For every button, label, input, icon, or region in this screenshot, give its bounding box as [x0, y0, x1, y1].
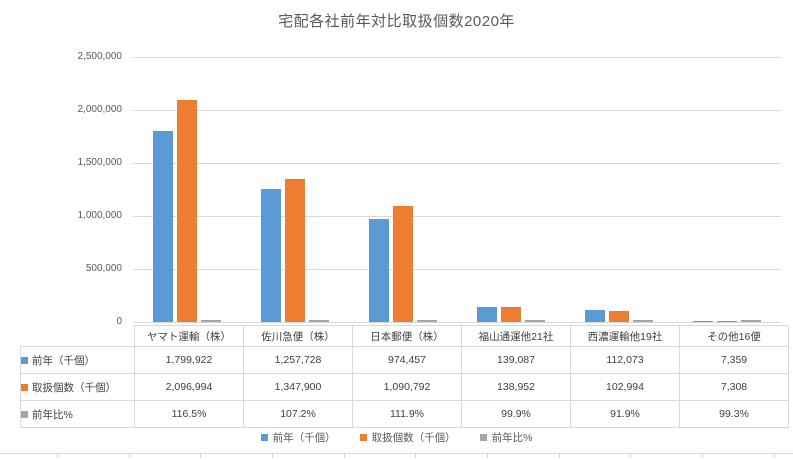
series-key-icon: [21, 411, 28, 418]
table-value-cell: 2,096,994: [134, 373, 244, 401]
worksheet-column-tick: [344, 454, 345, 458]
worksheet-column-tick: [272, 454, 273, 458]
table-value-cell: 107.2%: [243, 400, 353, 428]
legend-key-icon: [359, 434, 367, 441]
gridline: [133, 268, 781, 270]
table-value-cell: 116.5%: [134, 400, 244, 428]
worksheet-column-tick: [57, 454, 58, 458]
gridline: [133, 321, 781, 323]
y-axis-tick-label: 2,500,000: [77, 51, 123, 62]
y-axis-tick-label: 1,000,000: [77, 210, 123, 221]
table-row-label: 前年比%: [20, 400, 135, 428]
y-axis-tick-label: 1,500,000: [77, 157, 123, 168]
legend-label: 前年（千個）: [272, 432, 336, 444]
table-value-cell: 99.9%: [461, 400, 571, 428]
table-value-cell: 111.9%: [352, 400, 462, 428]
plot-area: [133, 56, 781, 323]
worksheet-column-tick: [200, 454, 201, 458]
legend-key-icon: [260, 434, 268, 441]
table-category-header: ヤマト運輸（株）: [134, 325, 244, 347]
table-value-cell: 7,359: [679, 346, 789, 374]
bar-前年比%-ヤマト運輸（株）: [201, 320, 221, 322]
bar-前年（千個）-福山通運他21社: [477, 307, 497, 322]
legend-item: 取扱個数（千個）: [359, 430, 456, 445]
gridline: [133, 215, 781, 217]
bar-前年比%-西濃運輸他19社: [633, 320, 653, 322]
worksheet-column-tick: [774, 454, 775, 458]
chart-title: 宅配各社前年対比取扱個数2020年: [278, 13, 515, 30]
bar-前年（千個）-西濃運輸他19社: [585, 310, 605, 322]
bar-前年比%-佐川急便（株）: [309, 320, 329, 322]
bar-取扱個数（千個）-西濃運輸他19社: [609, 311, 629, 322]
table-value-cell: 1,090,792: [352, 373, 462, 401]
legend-label: 前年比%: [491, 432, 533, 444]
worksheet-row-gridline: [0, 453, 793, 454]
gridline: [133, 109, 781, 111]
table-value-cell: 974,457: [352, 346, 462, 374]
table-value-cell: 1,257,728: [243, 346, 353, 374]
bar-前年（千個）-佐川急便（株）: [261, 188, 281, 322]
table-value-cell: 1,799,922: [134, 346, 244, 374]
worksheet-column-tick: [415, 454, 416, 458]
bar-取扱個数（千個）-ヤマト運輸（株）: [177, 99, 197, 322]
bar-前年比%-その他16便: [741, 320, 761, 322]
bar-取扱個数（千個）-福山通運他21社: [501, 307, 521, 322]
worksheet-column-tick: [559, 454, 560, 458]
bar-前年（千個）-その他16便: [693, 321, 713, 322]
data-table: ヤマト運輸（株） 佐川急便（株） 日本郵便（株） 福山通運他21社 西濃運輸他19社 その…: [20, 325, 789, 428]
worksheet-column-tick: [129, 454, 130, 458]
table-value-cell: 7,308: [679, 373, 789, 401]
table-corner-cell: [20, 325, 135, 347]
bar-前年比%-日本郵便（株）: [417, 320, 437, 322]
y-axis-tick-label: 0: [116, 316, 122, 327]
bar-取扱個数（千個）-日本郵便（株）: [393, 206, 413, 322]
table-row: 前年（千個） 1,799,922 1,257,728 974,457 139,087 11…: [20, 346, 789, 374]
table-category-header: 福山通運他21社: [461, 325, 571, 347]
table-category-header: その他16便: [679, 325, 789, 347]
table-row: 前年比% 116.5% 107.2% 111.9% 99.9% 91.9% 99.3%: [20, 400, 789, 428]
bar-前年（千個）-日本郵便（株）: [369, 218, 389, 322]
table-value-cell: 91.9%: [570, 400, 680, 428]
worksheet-column-tick: [702, 454, 703, 458]
table-value-cell: 1,347,900: [243, 373, 353, 401]
y-axis-tick-label: 500,000: [85, 263, 122, 274]
bar-取扱個数（千個）-佐川急便（株）: [285, 179, 305, 322]
series-key-icon: [21, 357, 28, 364]
legend-item: 前年比%: [479, 430, 533, 445]
bar-前年比%-福山通運他21社: [525, 320, 545, 322]
table-row-label: 取扱個数（千個）: [20, 373, 135, 401]
bar-取扱個数（千個）-その他16便: [717, 321, 737, 322]
legend-label: 取扱個数（千個）: [371, 432, 456, 444]
bar-前年（千個）-ヤマト運輸（株）: [153, 131, 173, 322]
table-value-cell: 138,952: [461, 373, 571, 401]
gridline: [133, 56, 781, 58]
table-row-label: 前年（千個）: [20, 346, 135, 374]
legend-key-icon: [479, 434, 487, 441]
worksheet-column-tick: [487, 454, 488, 458]
table-category-header: 日本郵便（株）: [352, 325, 462, 347]
legend: 前年（千個） 取扱個数（千個） 前年比%: [0, 430, 793, 445]
table-row: 取扱個数（千個） 2,096,994 1,347,900 1,090,792 138,9…: [20, 373, 789, 401]
worksheet-column-tick: [630, 454, 631, 458]
y-axis-tick-label: 2,000,000: [77, 104, 123, 115]
table-value-cell: 139,087: [461, 346, 571, 374]
table-value-cell: 112,073: [570, 346, 680, 374]
table-value-cell: 99.3%: [679, 400, 789, 428]
legend-item: 前年（千個）: [260, 430, 336, 445]
table-category-header: 佐川急便（株）: [243, 325, 353, 347]
table-value-cell: 102,994: [570, 373, 680, 401]
gridline: [133, 162, 781, 164]
series-key-icon: [21, 384, 28, 391]
table-category-header: 西濃運輸他19社: [570, 325, 680, 347]
